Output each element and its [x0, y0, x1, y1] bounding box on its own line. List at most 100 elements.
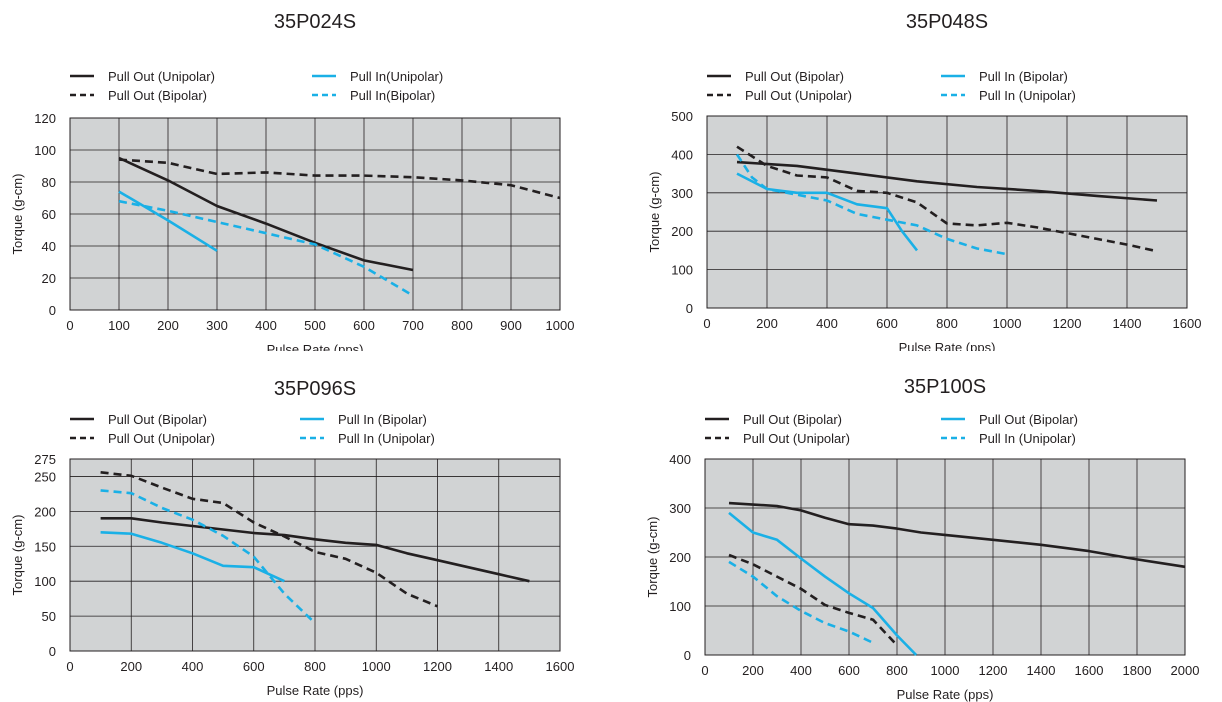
legend-item-pull-in-bipolar: Pull In (Bipolar)	[300, 412, 427, 427]
legend-label: Pull Out (Unipolar)	[743, 431, 850, 446]
legend-label: Pull In(Bipolar)	[350, 88, 435, 103]
y-tick-label: 0	[684, 648, 691, 663]
legend-item-pull-in-unipolar: Pull In(Unipolar)	[312, 69, 443, 84]
x-tick-label: 0	[703, 316, 710, 331]
legend-label: Pull Out (Bipolar)	[743, 412, 842, 427]
chart-panel-35p100s: 35P100S Pull Out (Bipolar) Pull Out (Unipo…	[611, 351, 1222, 702]
legend-item-pull-in-unipolar: Pull In (Unipolar)	[941, 88, 1076, 103]
y-tick-label: 100	[671, 263, 693, 278]
x-axis-label: Pulse Rate (pps)	[267, 342, 364, 351]
y-axis-label: Torque (g-cm)	[645, 517, 660, 598]
legend-label: Pull Out (Bipolar)	[979, 412, 1078, 427]
x-tick-label: 800	[936, 316, 958, 331]
x-tick-label: 400	[816, 316, 838, 331]
x-tick-label: 800	[304, 659, 326, 674]
x-tick-label: 600	[838, 663, 860, 678]
legend-item-pull-in-bipolar: Pull In (Bipolar)	[941, 69, 1068, 84]
chart-title: 35P048S	[906, 11, 988, 33]
x-tick-label: 600	[243, 659, 265, 674]
y-tick-label: 200	[34, 504, 56, 519]
series-line-pull-in-unipolar-dashed	[100, 489, 316, 625]
y-tick-label: 200	[671, 224, 693, 239]
series-line-pull-in-bipolar-solid	[100, 531, 285, 583]
x-tick-label: 2000	[1171, 663, 1200, 678]
x-tick-label: 1200	[1053, 316, 1082, 331]
y-tick-label: 300	[669, 501, 691, 516]
series-line-pull-out-bipolar-solid	[736, 160, 1158, 202]
series-line-pull-out-unipolar-solid	[118, 156, 414, 272]
legend-item-pull-out-bipolar: Pull Out (Bipolar)	[70, 412, 207, 427]
x-tick-label: 400	[790, 663, 812, 678]
legend-item-pull-out-unipolar: Pull Out (Unipolar)	[70, 69, 215, 84]
y-axis-label: Torque (g-cm)	[10, 515, 25, 596]
series-line-pull-out-bipolar-solid	[728, 501, 1186, 569]
legend-label: Pull In (Unipolar)	[979, 88, 1076, 103]
x-tick-label: 600	[353, 318, 375, 333]
x-axis-label: Pulse Rate (pps)	[899, 340, 996, 351]
x-tick-label: 200	[742, 663, 764, 678]
y-tick-label: 0	[49, 303, 56, 318]
series-line-pull-out-unipolar-dashed	[728, 553, 898, 647]
x-tick-label: 1000	[931, 663, 960, 678]
y-tick-label: 20	[42, 271, 56, 286]
x-tick-label: 500	[304, 318, 326, 333]
series-line-pull-out-bipolar-solid	[100, 517, 530, 583]
x-tick-label: 1400	[484, 659, 513, 674]
chart-35p048s: 35P048S Pull Out (Bipolar) Pull Out (Unipo…	[647, 11, 1202, 351]
x-tick-label: 200	[756, 316, 778, 331]
y-tick-label: 80	[42, 175, 56, 190]
y-tick-label: 100	[669, 599, 691, 614]
y-tick-label: 400	[671, 147, 693, 162]
y-tick-label: 150	[34, 539, 56, 554]
x-tick-label: 1200	[979, 663, 1008, 678]
x-tick-label: 1000	[546, 318, 575, 333]
legend-item-pull-out-unipolar: Pull Out (Unipolar)	[705, 431, 850, 446]
x-tick-label: 1600	[1173, 316, 1202, 331]
y-tick-label: 250	[34, 469, 56, 484]
y-tick-label: 60	[42, 207, 56, 222]
y-tick-label: 500	[671, 109, 693, 124]
x-tick-label: 0	[66, 659, 73, 674]
x-tick-label: 1200	[423, 659, 452, 674]
legend-item-pull-out-bipolar: Pull Out (Bipolar)	[941, 412, 1078, 427]
legend-item-pull-out-bipolar: Pull Out (Bipolar)	[707, 69, 844, 84]
series-line-pull-in-bipolar-solid	[736, 172, 919, 252]
x-tick-label: 1400	[1113, 316, 1142, 331]
chart-title: 35P096S	[274, 378, 356, 400]
x-tick-label: 0	[701, 663, 708, 678]
legend-label: Pull In (Bipolar)	[338, 412, 427, 427]
chart-panel-35p096s: 35P096S Pull Out (Bipolar) Pull Out (Unipo…	[0, 351, 611, 702]
x-axis-label: Pulse Rate (pps)	[267, 683, 364, 698]
chart-title: 35P024S	[274, 11, 356, 33]
legend-label: Pull In (Unipolar)	[338, 431, 435, 446]
y-axis-label: Torque (g-cm)	[647, 172, 662, 253]
y-axis-label: Torque (g-cm)	[10, 174, 25, 255]
y-tick-label: 300	[671, 186, 693, 201]
series-line-pull-out-bipolar-dashed	[118, 158, 561, 200]
legend-item-pull-out-unipolar: Pull Out (Unipolar)	[707, 88, 852, 103]
legend-label: Pull Out (Bipolar)	[745, 69, 844, 84]
x-tick-label: 1000	[993, 316, 1022, 331]
x-tick-label: 700	[402, 318, 424, 333]
legend-item-pull-out-unipolar: Pull Out (Unipolar)	[70, 431, 215, 446]
x-tick-label: 1400	[1027, 663, 1056, 678]
x-tick-label: 1600	[1075, 663, 1104, 678]
legend-label: Pull Out (Unipolar)	[745, 88, 852, 103]
chart-panel-35p048s: 35P048S Pull Out (Bipolar) Pull Out (Unipo…	[611, 0, 1222, 351]
y-tick-label: 100	[34, 143, 56, 158]
legend-item-pull-out-bipolar: Pull Out (Bipolar)	[70, 88, 207, 103]
chart-title: 35P100S	[904, 376, 986, 398]
series-line-pull-out-bipolar-solid	[728, 511, 918, 656]
chart-35p096s: 35P096S Pull Out (Bipolar) Pull Out (Unipo…	[10, 378, 574, 698]
y-tick-label: 200	[669, 550, 691, 565]
series-line-pull-in-unipolar-dashed	[728, 560, 874, 644]
x-tick-label: 300	[206, 318, 228, 333]
legend-item-pull-out-bipolar: Pull Out (Bipolar)	[705, 412, 842, 427]
y-tick-label: 100	[34, 574, 56, 589]
y-tick-label: 40	[42, 239, 56, 254]
y-tick-label: 0	[686, 301, 693, 316]
legend-label: Pull In(Unipolar)	[350, 69, 443, 84]
x-tick-label: 800	[886, 663, 908, 678]
legend-item-pull-in-unipolar: Pull In (Unipolar)	[941, 431, 1076, 446]
x-tick-label: 1000	[362, 659, 391, 674]
